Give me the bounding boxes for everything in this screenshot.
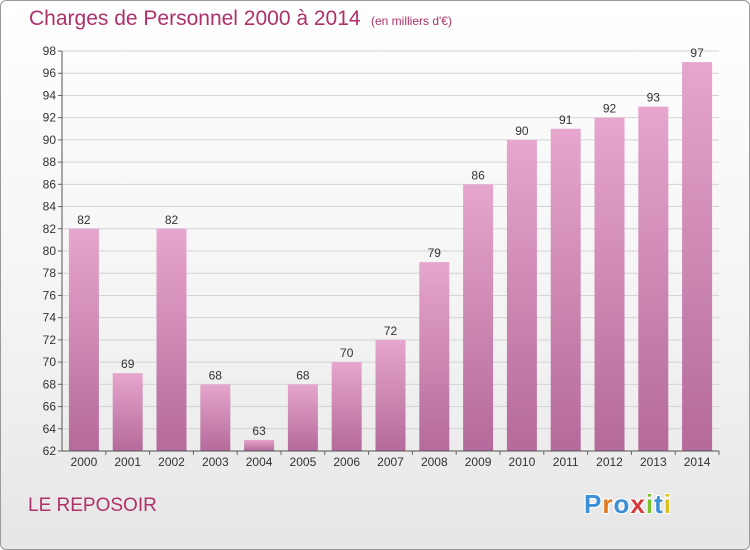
bar xyxy=(550,128,581,451)
data-label: 92 xyxy=(603,102,617,116)
y-tick-label: 70 xyxy=(43,355,57,369)
bar xyxy=(682,62,713,451)
data-label: 82 xyxy=(77,213,91,227)
y-tick-label: 64 xyxy=(43,422,57,436)
commune-name: LE REPOSOIR xyxy=(28,495,157,516)
bar xyxy=(375,339,406,451)
x-tick-label: 2005 xyxy=(290,455,317,469)
bar xyxy=(638,106,669,452)
proxiti-logo: Proxiti xyxy=(584,489,672,520)
logo-letter: x xyxy=(630,489,646,519)
x-tick-label: 2003 xyxy=(202,455,229,469)
x-tick-label: 2009 xyxy=(465,455,492,469)
chart-subtitle: (en milliers d'€) xyxy=(371,14,452,28)
bar xyxy=(68,228,99,451)
data-label: 82 xyxy=(165,213,179,227)
x-tick-label: 2008 xyxy=(421,455,448,469)
y-tick-label: 76 xyxy=(43,288,57,302)
y-tick-label: 90 xyxy=(43,133,57,147)
y-tick-label: 66 xyxy=(43,400,57,414)
x-tick-label: 2000 xyxy=(71,455,98,469)
x-tick-label: 2006 xyxy=(333,455,360,469)
y-tick-label: 74 xyxy=(43,311,57,325)
y-tick-label: 78 xyxy=(43,266,57,280)
y-tick-label: 86 xyxy=(43,177,57,191)
chart-title: Charges de Personnel 2000 à 2014 xyxy=(29,7,361,30)
logo-letter: o xyxy=(613,489,631,519)
bar xyxy=(112,373,143,451)
data-label: 72 xyxy=(384,324,398,338)
y-tick-label: 62 xyxy=(43,444,57,458)
y-tick-label: 96 xyxy=(43,66,57,80)
data-label: 93 xyxy=(647,91,661,105)
y-tick-label: 94 xyxy=(43,88,57,102)
bar xyxy=(244,439,275,451)
logo-letter: i xyxy=(645,489,655,519)
data-label: 70 xyxy=(340,346,354,360)
y-tick-label: 88 xyxy=(43,155,57,169)
x-tick-label: 2014 xyxy=(684,455,711,469)
y-tick-label: 68 xyxy=(43,377,57,391)
bar xyxy=(200,384,231,451)
y-tick-label: 72 xyxy=(43,333,57,347)
logo-letter: t xyxy=(654,489,664,519)
x-tick-label: 2012 xyxy=(596,455,623,469)
data-label: 79 xyxy=(428,246,442,260)
data-label: 90 xyxy=(515,124,529,138)
y-tick-label: 84 xyxy=(43,200,57,214)
data-label: 97 xyxy=(690,46,704,60)
bar xyxy=(156,228,187,451)
data-label: 68 xyxy=(209,368,223,382)
x-tick-label: 2001 xyxy=(114,455,141,469)
logo-letter: i xyxy=(663,489,672,519)
x-tick-label: 2010 xyxy=(509,455,536,469)
bar xyxy=(287,384,318,451)
data-label: 63 xyxy=(252,424,266,438)
x-tick-label: 2002 xyxy=(158,455,185,469)
y-tick-label: 92 xyxy=(43,111,57,125)
y-tick-label: 98 xyxy=(43,44,57,58)
bar xyxy=(594,117,625,452)
data-label: 69 xyxy=(121,357,135,371)
bar xyxy=(506,139,537,451)
y-tick-label: 82 xyxy=(43,222,57,236)
x-tick-label: 2011 xyxy=(553,455,579,469)
data-label: 68 xyxy=(296,368,310,382)
data-label: 91 xyxy=(559,113,573,127)
logo-letter: r xyxy=(602,489,614,519)
data-label: 86 xyxy=(471,168,485,182)
bar xyxy=(463,184,494,452)
x-tick-label: 2007 xyxy=(377,455,404,469)
logo-letter: P xyxy=(584,489,603,519)
bar xyxy=(419,262,450,451)
y-tick-label: 80 xyxy=(43,244,57,258)
bar xyxy=(331,362,362,451)
x-tick-label: 2004 xyxy=(246,455,273,469)
x-tick-label: 2013 xyxy=(640,455,667,469)
